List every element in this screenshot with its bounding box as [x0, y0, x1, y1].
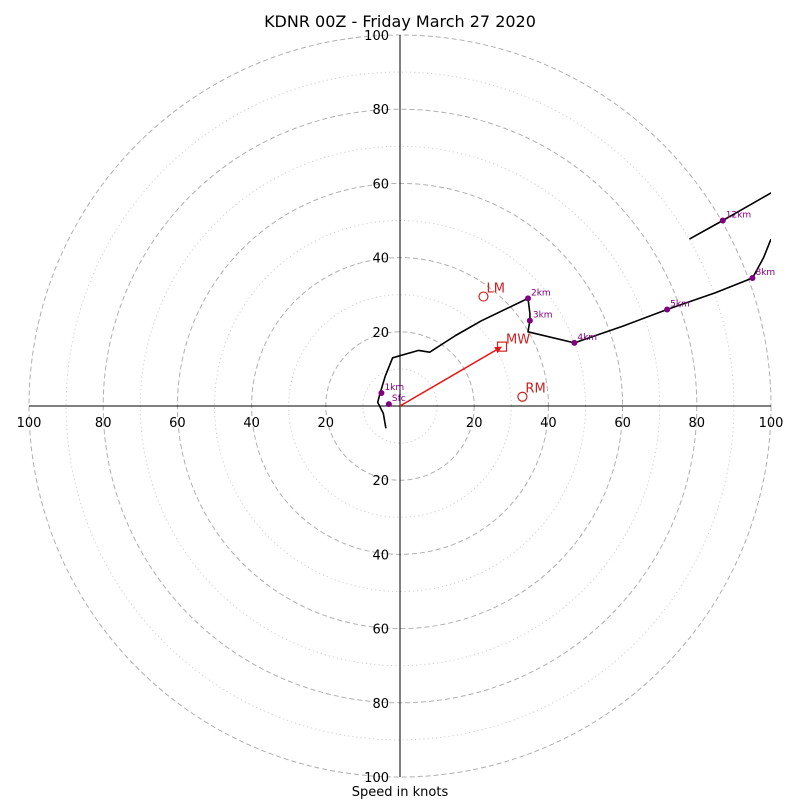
- tick-labels: 100 80 60 40 20 20 40 60 80 100 100 80 60 40 20 20 40 60 8…: [17, 29, 784, 786]
- y-tick-label: 80: [372, 697, 389, 712]
- y-tick-label: 60: [372, 177, 389, 192]
- hodograph-series: [376, 191, 771, 429]
- x-tick-label: 40: [243, 416, 260, 431]
- left-mover-label: LM: [486, 282, 504, 297]
- height-marker-sfc: [385, 401, 392, 408]
- height-marker-4km: [571, 339, 578, 346]
- height-marker-2km: [524, 295, 531, 302]
- height-marker-5km: [664, 306, 671, 313]
- x-tick-label: 60: [614, 416, 631, 431]
- height-label-3km: 3km: [533, 311, 553, 321]
- right-mover-marker: [517, 391, 528, 402]
- x-tick-label: 60: [169, 416, 186, 431]
- height-marker-12km: [719, 217, 726, 224]
- height-marker-8km: [749, 275, 756, 282]
- y-tick-label: 60: [372, 623, 389, 638]
- y-tick-label: 100: [364, 29, 389, 44]
- right-mover-label: RM: [525, 382, 545, 397]
- height-marker-1km: [378, 390, 385, 397]
- height-label-8km: 8km: [755, 268, 775, 278]
- x-tick-label: 80: [689, 416, 706, 431]
- y-tick-label: 40: [372, 548, 389, 563]
- y-tick-label: 20: [372, 326, 389, 341]
- left-mover-marker: [478, 291, 489, 302]
- x-tick-label: 100: [759, 416, 784, 431]
- y-tick-label: 40: [372, 252, 389, 267]
- height-label-2km: 2km: [531, 288, 551, 298]
- mean-wind-label: MW: [506, 333, 530, 348]
- mean-wind-arrow: [399, 349, 497, 407]
- height-label-4km: 4km: [577, 333, 597, 343]
- y-tick-label: 100: [364, 771, 389, 786]
- height-label-sfc: Sfc: [392, 394, 406, 404]
- height-label-12km: 12km: [726, 211, 751, 221]
- x-tick-label: 20: [318, 416, 335, 431]
- height-label-1km: 1km: [384, 383, 404, 393]
- chart-title: KDNR 00Z - Friday March 27 2020: [264, 12, 536, 31]
- y-tick-label: 20: [372, 474, 389, 489]
- mean-wind-marker: [496, 341, 508, 352]
- x-tick-label: 40: [540, 416, 557, 431]
- height-label-5km: 5km: [670, 300, 690, 310]
- storm-motion: MW LM RM: [399, 282, 546, 407]
- x-axis-label: Speed in knots: [352, 785, 449, 800]
- height-marker-3km: [526, 317, 533, 324]
- x-tick-label: 20: [466, 416, 483, 431]
- x-tick-label: 80: [95, 416, 112, 431]
- y-tick-label: 80: [372, 103, 389, 118]
- x-tick-label: 100: [17, 416, 42, 431]
